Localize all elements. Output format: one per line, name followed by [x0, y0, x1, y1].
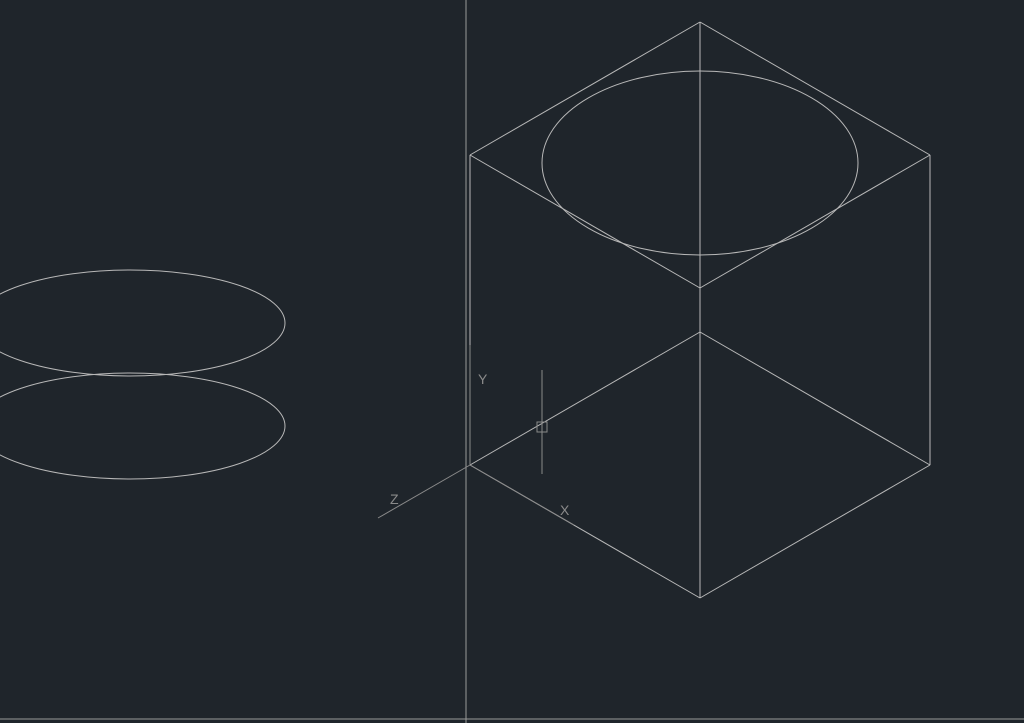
cad-viewport[interactable] [0, 0, 1024, 723]
viewport-background [0, 0, 1024, 723]
